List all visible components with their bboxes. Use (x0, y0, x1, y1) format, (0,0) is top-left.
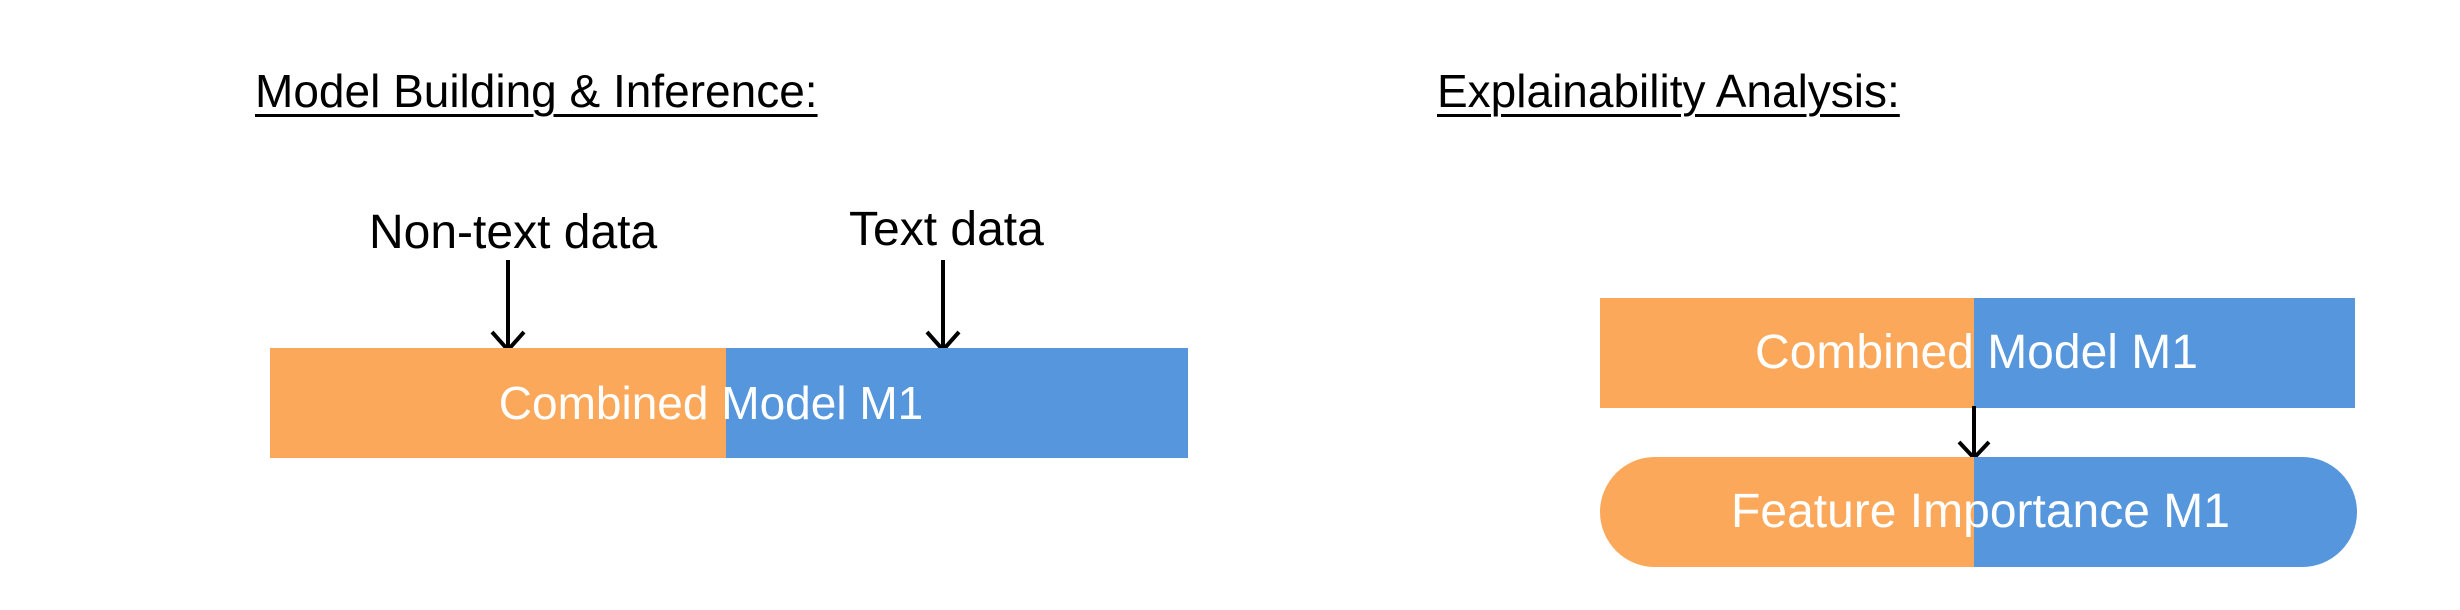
text-data-label: Text data (849, 203, 1044, 256)
combined-label-part1: Combined (498, 377, 709, 429)
combined-label-part2: Model M1 (721, 377, 924, 429)
text-segment (726, 348, 1188, 458)
feature-importance-label: Feature Importance M1 (1731, 485, 2230, 538)
importance-blue-segment (1974, 457, 2357, 567)
model-to-importance-arrow (1957, 406, 1991, 461)
non-text-data-label: Non-text data (369, 206, 658, 259)
non-text-segment (270, 348, 726, 458)
left-panel-heading: Model Building & Inference: (255, 65, 818, 117)
text-data-arrow (925, 260, 961, 354)
right-combined-label-part2: Model M1 (1987, 326, 2198, 379)
right-combined-label-part1: Combined (1755, 326, 1974, 379)
right-panel-heading: Explainability Analysis: (1437, 65, 1900, 117)
non-text-data-arrow (490, 260, 526, 354)
right-combined-model-box: Combined Model M1 (1600, 298, 2355, 408)
importance-orange-segment (1600, 457, 1974, 567)
combined-model-label: Combined Model M1 (499, 380, 923, 426)
left-combined-model-box: Combined Model M1 (270, 348, 1188, 458)
right-blue-segment (1974, 298, 2355, 408)
feature-importance-box: Feature Importance M1 (1600, 457, 2357, 567)
right-orange-segment (1600, 298, 1974, 408)
right-combined-model-label: Combined Model M1 (1755, 329, 2198, 377)
